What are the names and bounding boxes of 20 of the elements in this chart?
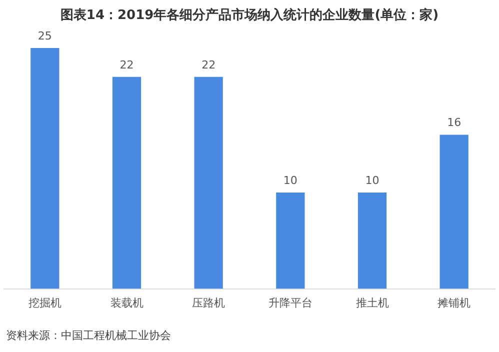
x-tick-label: 装载机 <box>110 296 144 310</box>
x-tick-label: 摊铺机 <box>438 297 471 310</box>
bar <box>112 76 142 289</box>
bar <box>440 134 468 289</box>
data-label: 22 <box>202 58 216 72</box>
data-label: 10 <box>283 174 298 187</box>
bar <box>358 192 387 289</box>
x-tick-label: 压路机 <box>192 297 226 310</box>
bar <box>30 48 60 289</box>
x-tick-label: 升降平台 <box>268 296 312 310</box>
bar <box>276 192 305 289</box>
x-tick-label: 挖掘机 <box>28 296 62 310</box>
data-label: 22 <box>120 58 134 72</box>
data-label: 25 <box>38 29 52 42</box>
bar <box>194 76 223 289</box>
data-label: 16 <box>447 116 462 130</box>
text: 资料来源：中国工程机械工业协会 <box>6 328 171 343</box>
x-tick-label: 推土机 <box>356 296 389 310</box>
data-label: 10 <box>365 174 380 187</box>
chart-title: 图表14：2019年各细分产品市场纳入统计的企业数量(单位：家) <box>59 6 440 24</box>
